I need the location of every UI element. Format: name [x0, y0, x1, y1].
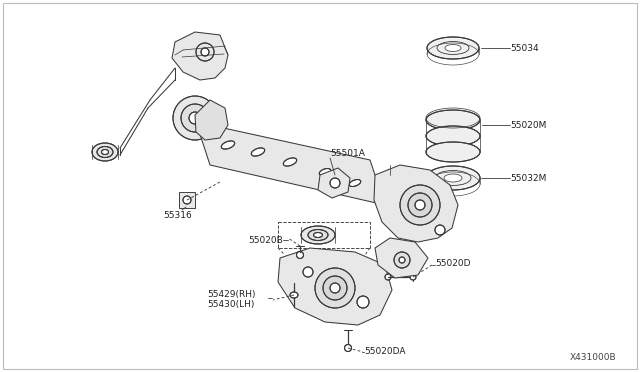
Text: 55020M: 55020M	[510, 121, 547, 129]
Text: 55430(LH): 55430(LH)	[207, 299, 254, 308]
Text: 55020D: 55020D	[435, 259, 470, 267]
Ellipse shape	[221, 141, 235, 149]
Polygon shape	[375, 238, 428, 278]
Circle shape	[357, 296, 369, 308]
Polygon shape	[195, 100, 228, 140]
Circle shape	[196, 43, 214, 61]
Ellipse shape	[437, 42, 469, 55]
Circle shape	[435, 225, 445, 235]
Ellipse shape	[301, 226, 335, 244]
Circle shape	[408, 193, 432, 217]
Polygon shape	[179, 192, 195, 208]
Ellipse shape	[252, 148, 265, 156]
Circle shape	[201, 48, 209, 56]
Ellipse shape	[427, 37, 479, 59]
Circle shape	[330, 283, 340, 293]
Polygon shape	[196, 122, 385, 205]
Circle shape	[323, 276, 347, 300]
Ellipse shape	[349, 180, 361, 186]
Circle shape	[173, 96, 217, 140]
Text: 55429(RH): 55429(RH)	[207, 291, 255, 299]
Text: 55020DA: 55020DA	[364, 347, 406, 356]
Text: 55020B: 55020B	[248, 235, 283, 244]
Ellipse shape	[290, 292, 298, 298]
Circle shape	[400, 185, 440, 225]
Polygon shape	[172, 32, 228, 80]
Ellipse shape	[426, 126, 480, 146]
Ellipse shape	[445, 45, 461, 51]
Circle shape	[415, 200, 425, 210]
Circle shape	[315, 268, 355, 308]
Polygon shape	[278, 248, 392, 325]
Ellipse shape	[426, 110, 480, 130]
Circle shape	[183, 196, 191, 204]
Ellipse shape	[426, 142, 480, 162]
Text: 55501A: 55501A	[330, 148, 365, 157]
Ellipse shape	[435, 170, 471, 186]
Ellipse shape	[319, 169, 331, 176]
Text: 55034: 55034	[510, 44, 539, 52]
Ellipse shape	[102, 150, 109, 154]
Circle shape	[344, 344, 351, 352]
Text: X431000B: X431000B	[570, 353, 616, 362]
Ellipse shape	[92, 143, 118, 161]
Ellipse shape	[97, 147, 113, 157]
Ellipse shape	[308, 230, 328, 241]
Ellipse shape	[284, 158, 297, 166]
Circle shape	[303, 267, 313, 277]
Polygon shape	[374, 165, 458, 242]
Ellipse shape	[314, 232, 323, 237]
Polygon shape	[318, 168, 350, 198]
Circle shape	[410, 274, 416, 280]
Circle shape	[296, 251, 303, 259]
Ellipse shape	[444, 174, 462, 182]
Text: 55316: 55316	[163, 211, 192, 219]
Text: 55032M: 55032M	[510, 173, 547, 183]
Circle shape	[394, 252, 410, 268]
Circle shape	[330, 178, 340, 188]
Ellipse shape	[426, 166, 480, 190]
Circle shape	[385, 274, 391, 280]
Circle shape	[189, 112, 201, 124]
Circle shape	[181, 104, 209, 132]
Circle shape	[399, 257, 405, 263]
